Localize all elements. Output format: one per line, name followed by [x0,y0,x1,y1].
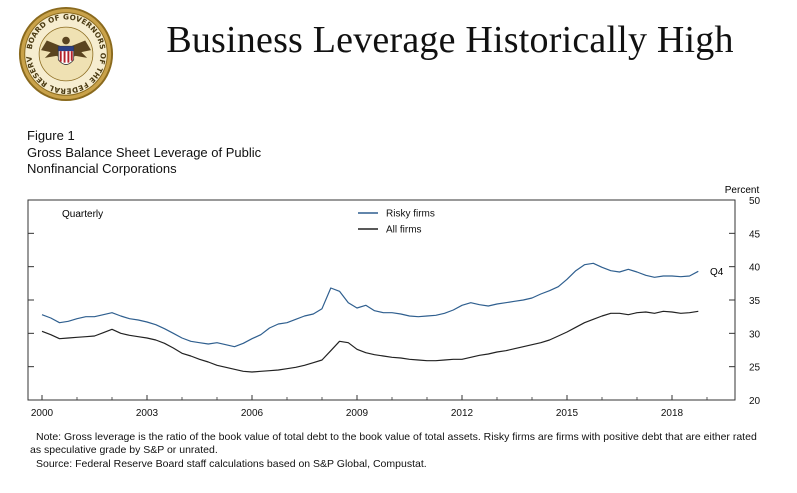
plot-frame [27,199,736,401]
y-tick-label: 40 [749,263,761,274]
y-tick-label: 50 [749,196,761,207]
frequency-label: Quarterly [62,209,103,220]
x-tick-label: 2000 [31,408,54,419]
legend-label: Risky firms [386,209,435,220]
figure-note: Note: Gross leverage is the ratio of the… [30,431,757,456]
x-tick-label: 2012 [451,408,474,419]
x-tick-label: 2003 [136,408,159,419]
figure-subtitle-line-2: Nonfinancial Corporations [27,161,177,176]
figure-source: Source: Federal Reserve Board staff calc… [36,458,427,470]
series-line-all-firms [41,310,699,373]
figure-subtitle: Gross Balance Sheet Leverage of Public N… [27,145,347,177]
series-line-risky-firms [41,262,699,348]
figure-label: Figure 1 [27,128,75,143]
figure-note-block: Note: Gross leverage is the ratio of the… [30,431,770,471]
x-tick-label: 2015 [556,408,579,419]
federal-reserve-seal-logo: BOARD OF GOVERNORS OF THE FEDERAL RESERV… [18,6,114,102]
end-point-label: Q4 [710,267,724,278]
legend-label: All firms [386,225,422,236]
x-tick-label: 2009 [346,408,369,419]
y-axis-unit-label: Percent [725,185,760,196]
x-tick-label: 2018 [661,408,684,419]
y-tick-label: 30 [749,329,761,340]
x-tick-label: 2006 [241,408,264,419]
slide-title: Business Leverage Historically High [166,19,734,61]
figure-subtitle-line-1: Gross Balance Sheet Leverage of Public [27,145,262,160]
y-tick-label: 35 [749,296,761,307]
y-tick-label: 45 [749,229,761,240]
y-tick-label: 25 [749,363,761,374]
y-tick-label: 20 [749,396,761,407]
